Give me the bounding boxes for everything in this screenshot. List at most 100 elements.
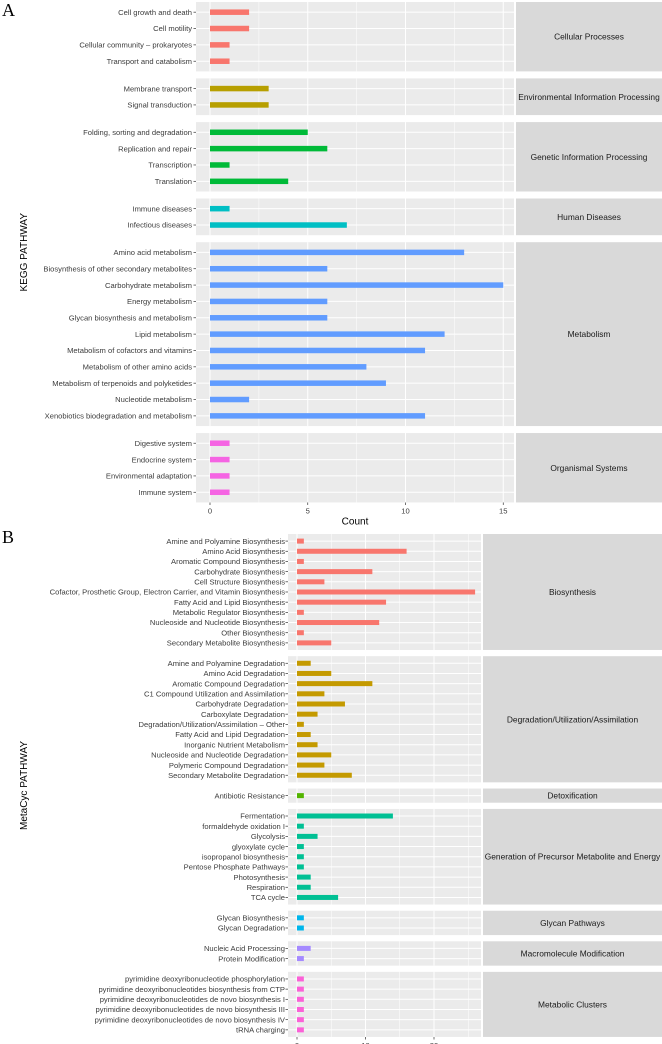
- panel-b-bar: [297, 630, 304, 636]
- panel-b-bar: [297, 620, 380, 626]
- panel-b-y-axis-title: MetaCyc PATHWAY: [19, 741, 30, 830]
- panel-b-bar: [297, 772, 352, 778]
- panel-a-bar: [210, 364, 367, 370]
- panel-a-category-label: Signal transduction: [127, 101, 192, 110]
- panel-b-category-label: C1 Compound Utilization and Assimilation: [144, 690, 285, 699]
- panel-b-bar: [297, 976, 304, 982]
- panel-a-bar: [210, 42, 230, 48]
- panel-b-category-label: Fatty Acid and Lipid Biosynthesis: [174, 598, 285, 607]
- panel-b-bar: [297, 833, 318, 839]
- panel-b-bar: [297, 915, 304, 921]
- panel-b-bar: [297, 691, 325, 697]
- panel-b-bar: [297, 823, 304, 829]
- panel-b-category-label: Inorganic Nutrient Metabolism: [184, 740, 285, 749]
- panel-a-category-label: Transport and catabolism: [107, 57, 192, 66]
- panel-b-category-label: Glycolysis: [251, 832, 285, 841]
- panel-a-category-label: Translation: [155, 177, 192, 186]
- panel-b-bar: [297, 752, 332, 758]
- panel-a-category-label: Infectious diseases: [127, 221, 192, 230]
- panel-a-x-tick-label: 15: [499, 506, 507, 515]
- panel-b-category-label: Carbohydrate Biosynthesis: [194, 567, 285, 576]
- kegg-pathway-chart: Cellular Processes Cell growth and death C…: [19, 2, 662, 527]
- panel-b-facet-strip-label: Degradation/Utilization/Assimilation: [507, 714, 639, 724]
- panel-a-facet-strip-label: Genetic Information Processing: [531, 152, 648, 162]
- panel-b-category-label: pyrimidine deoxyribonucleotides de novo …: [95, 1015, 286, 1024]
- panel-b-x-tick-label: 10: [361, 1041, 369, 1044]
- panel-a-category-label: Energy metabolism: [127, 297, 192, 306]
- panel-b-x-tick-label: 20: [430, 1041, 438, 1044]
- panel-b-facet-strip-label: Biosynthesis: [549, 587, 596, 597]
- panel-a-bar: [210, 102, 269, 108]
- panel-a-bar: [210, 380, 386, 386]
- panel-b-bar: [297, 670, 332, 676]
- panel-b-category-label: Nucleoside and Nucleotide Biosynthesis: [150, 618, 285, 627]
- panel-b-category-label: Amino Acid Biosynthesis: [202, 547, 285, 556]
- panel-b-category-label: Polymeric Compound Degradation: [169, 761, 285, 770]
- panel-b-category-label: Pentose Phosphate Pathways: [184, 863, 286, 872]
- metacyc-pathway-chart: Biosynthesis Amine and Polyamine Biosynth…: [19, 534, 662, 1044]
- panel-b-category-label: Photosynthesis: [234, 873, 286, 882]
- panel-a-y-axis-title: KEGG PATHWAY: [19, 213, 30, 292]
- panel-b-category-label: Cell Structure Biosynthesis: [194, 578, 285, 587]
- panel-a-category-label: Transcription: [148, 161, 192, 170]
- panel-b-facet-strip: [483, 910, 662, 936]
- panel-b-bar: [297, 681, 373, 687]
- panel-b-category-label: Carbohydrate Degradation: [196, 700, 286, 709]
- panel-b-facet-strip-label: Glycan Pathways: [540, 918, 605, 928]
- panel-b-category-label: Glycan Degradation: [218, 924, 285, 933]
- panel-a-category-label: Glycan biosynthesis and metabolism: [69, 313, 192, 322]
- panel-b-bar: [297, 854, 304, 860]
- panel-b-category-label: glyoxylate cycle: [232, 842, 285, 851]
- panel-a-category-label: Xenobiotics biodegradation and metabolis…: [45, 412, 192, 421]
- panel-b-category-label: Amine and Polyamine Biosynthesis: [166, 537, 285, 546]
- panel-b-bar: [297, 548, 407, 554]
- panel-b-category-label: Aromatic Compound Biosynthesis: [171, 557, 285, 566]
- panel-a-category-label: Carbohydrate metabolism: [105, 281, 192, 290]
- panel-a-bar: [210, 162, 230, 168]
- panel-a-letter: A: [2, 0, 15, 20]
- panel-a-category-label: Immune diseases: [132, 204, 192, 213]
- panel-a-category-label: Cell motility: [153, 24, 192, 33]
- panel-b-category-label: Nucleic Acid Processing: [204, 944, 285, 953]
- panel-b-bar: [297, 589, 476, 595]
- panel-a-category-label: Metabolism of other amino acids: [83, 363, 193, 372]
- panel-b-category-label: isopropanol biosynthesis: [202, 852, 285, 861]
- panel-a-bar: [210, 25, 250, 32]
- panel-a-bar: [210, 58, 230, 64]
- panel-b-bar: [297, 874, 311, 880]
- panel-a-bar: [210, 315, 328, 321]
- panel-b-bar: [297, 599, 387, 605]
- panel-a-category-label: Biosynthesis of other secondary metaboli…: [43, 264, 192, 273]
- panel-a-bar: [210, 222, 347, 228]
- panel-a-facet-strip-label: Human Diseases: [557, 212, 621, 222]
- panel-b-category-label: tRNA charging: [236, 1026, 285, 1035]
- panel-b-category-label: Secondary Metabolite Biosynthesis: [167, 639, 285, 648]
- panel-a-category-label: Lipid metabolism: [135, 330, 192, 339]
- panel-a-category-label: Cellular community – prokaryotes: [79, 41, 192, 50]
- panel-a-facet-strip: [516, 198, 662, 236]
- panel-b-bar: [297, 813, 393, 819]
- panel-b-bar: [297, 1006, 304, 1012]
- panel-b-bar: [297, 762, 325, 768]
- panel-a-facet-strip-label: Metabolism: [568, 329, 611, 339]
- panel-a-facet-strip: [516, 78, 662, 116]
- panel-b-category-label: Metabolic Regulator Biosynthesis: [173, 608, 285, 617]
- panel-a-bar: [210, 205, 230, 212]
- panel-a-category-label: Digestive system: [135, 439, 192, 448]
- panel-a-x-tick-label: 0: [208, 506, 212, 515]
- panel-b-category-label: Fatty Acid and Lipid Degradation: [175, 730, 285, 739]
- panel-b-facet-strip: [483, 971, 662, 1037]
- panel-a-facet-background: [196, 78, 514, 116]
- panel-a-category-label: Immune system: [138, 488, 192, 497]
- panel-b-category-label: Secondary Metabolite Degradation: [168, 771, 285, 780]
- panel-b-bar: [297, 1017, 304, 1023]
- panel-a-x-tick-label: 10: [401, 506, 409, 515]
- panel-b-category-label: Fermentation: [240, 812, 285, 821]
- panel-b-facet-strip: [483, 941, 662, 966]
- panel-b-category-label: Antibiotic Resistance: [215, 791, 286, 800]
- panel-b-category-label: pyrimidine deoxyribonucleotide phosphory…: [125, 975, 285, 984]
- panel-a-bar: [210, 489, 230, 496]
- panel-a-category-label: Cell growth and death: [118, 8, 192, 17]
- panel-b-bar: [297, 579, 325, 585]
- panel-a-facet-background: [196, 198, 514, 236]
